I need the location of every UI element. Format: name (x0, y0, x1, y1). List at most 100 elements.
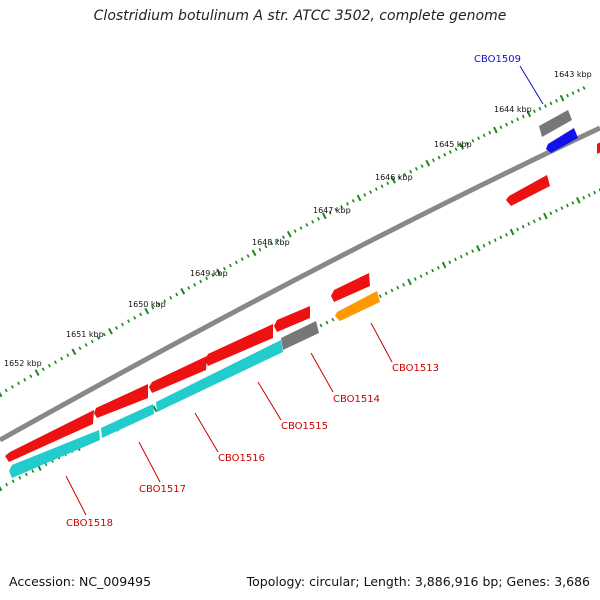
scale-tick (471, 249, 475, 253)
scale-tick (4, 388, 8, 393)
scale-tick (321, 212, 327, 220)
gene-label[interactable]: CBO1516 (218, 453, 265, 464)
scale-tick (575, 196, 581, 204)
scale-tick (488, 130, 492, 135)
scale-tick (311, 220, 315, 224)
scale-tick (577, 88, 580, 93)
gene-feature[interactable] (281, 321, 319, 350)
gene-label[interactable]: CBO1513 (392, 363, 439, 374)
scale-label: 1644 kbp (494, 105, 532, 114)
gene-feature[interactable] (5, 410, 94, 462)
scale-tick (24, 472, 28, 477)
scale-tick (454, 147, 458, 151)
scale-tick (23, 378, 27, 382)
scale-tick (71, 348, 77, 356)
gene-feature[interactable] (101, 404, 154, 438)
scale-tick (325, 320, 329, 325)
scale-tick (409, 169, 413, 174)
scale-tick (18, 476, 22, 480)
scale-tick (454, 257, 457, 262)
scale-tick (386, 181, 390, 186)
scale-tick (108, 328, 113, 335)
gene-feature[interactable] (546, 128, 578, 153)
gene-label[interactable]: CBO1509 (474, 54, 521, 65)
scale-tick (431, 158, 435, 163)
scale-tick (299, 226, 303, 230)
gene-feature[interactable] (597, 142, 600, 154)
scale-tick (521, 114, 525, 119)
gene-feature[interactable] (331, 273, 370, 302)
scale-tick (521, 224, 525, 229)
scale-tick (425, 271, 429, 276)
scale-tick (222, 266, 226, 271)
scale-tick (363, 193, 367, 197)
scale-tick (582, 86, 586, 90)
gene-label[interactable]: CBO1517 (139, 484, 186, 495)
scale-tick (510, 120, 514, 124)
scale-tick (216, 268, 221, 276)
gene-feature[interactable] (94, 384, 148, 418)
scale-tick (34, 369, 40, 376)
scale-tick (516, 227, 520, 232)
scale-tick (396, 285, 400, 290)
gene-feature[interactable] (335, 291, 380, 321)
scale-tick (499, 235, 503, 240)
scale-tick (414, 167, 418, 171)
gene-label[interactable]: CBO1514 (333, 394, 380, 405)
scale-tick (331, 317, 335, 322)
scale-tick (175, 292, 179, 297)
scale-tick (397, 175, 401, 180)
scale-tick (555, 99, 558, 103)
scale-label: 1652 kbp (4, 359, 42, 368)
gene-feature[interactable] (539, 110, 572, 137)
leader-lines (65, 65, 544, 516)
genome-stats-text: Topology: circular; Length: 3,886,916 bp… (246, 574, 590, 589)
scale-tick (240, 257, 244, 261)
scale-label: 1643 kbp (554, 70, 592, 79)
scale-label: 1649 kbp (190, 269, 228, 278)
scale-tick (17, 381, 21, 386)
scale-tick (78, 346, 82, 351)
scale-tick (151, 305, 155, 310)
gene-feature[interactable] (149, 356, 207, 393)
scale-tick (5, 482, 9, 487)
scale-tick (543, 212, 548, 220)
gene-feature[interactable] (506, 175, 550, 206)
scale-tick (0, 485, 3, 492)
scale-tick (187, 286, 191, 290)
scale-label: 1647 kbp (313, 206, 351, 215)
scale-tick (251, 249, 257, 257)
scale-tick (499, 125, 503, 130)
scale-tick (378, 294, 382, 299)
scale-tick (526, 110, 532, 118)
scale-tick (11, 479, 15, 483)
scale-tick (96, 336, 100, 340)
scale-tick (448, 150, 452, 154)
scale-tick (54, 360, 57, 364)
scale-tick (152, 405, 158, 413)
scale-tick (66, 353, 70, 358)
scale-tick (205, 276, 209, 281)
gene-feature[interactable] (9, 430, 100, 478)
scale-tick (380, 184, 384, 188)
gene-label[interactable]: CBO1518 (66, 518, 113, 529)
scale-tick (582, 195, 586, 200)
scale-tick (477, 136, 481, 140)
scale-tick (84, 343, 88, 347)
gene-feature[interactable] (205, 324, 273, 366)
scale-tick (199, 279, 203, 284)
gene-feature[interactable] (274, 306, 310, 332)
gene-feature[interactable] (156, 340, 283, 412)
gene-label[interactable]: CBO1515 (281, 421, 328, 432)
scale-tick (532, 219, 536, 224)
scale-tick (133, 316, 137, 320)
scale-tick (258, 247, 262, 252)
genome-backbone (0, 125, 600, 443)
scale-tick (293, 229, 297, 233)
scale-tick (144, 307, 150, 315)
scale-tick (374, 187, 378, 191)
scale-tick (527, 222, 531, 226)
scale-tick (441, 261, 447, 269)
scale-tick (390, 288, 394, 293)
scale-tick (532, 109, 536, 114)
